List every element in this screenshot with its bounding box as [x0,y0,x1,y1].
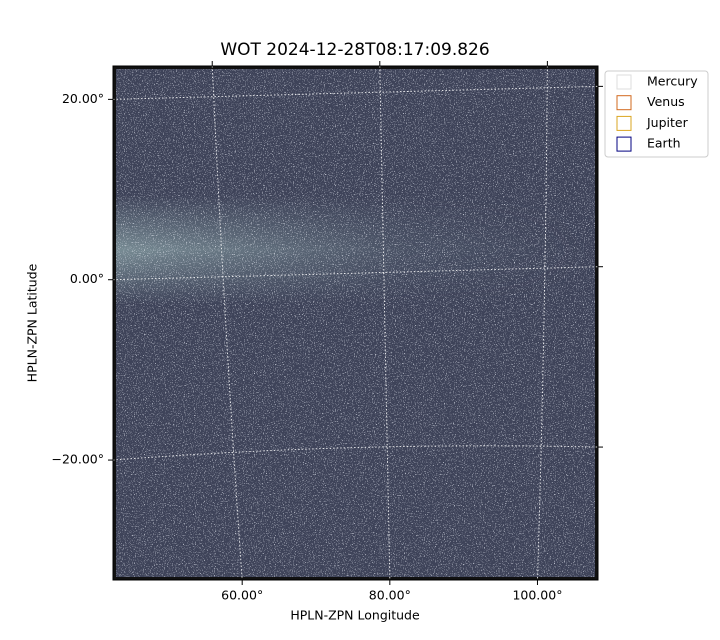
x-axis-label: HPLN-ZPN Longitude [290,608,420,623]
legend-label: Earth [647,136,681,151]
grid-line [211,65,243,581]
grid-line [536,65,548,581]
x-tick-label: 100.00° [512,588,562,603]
y-tick-label: 20.00° [62,91,104,106]
image [113,66,598,580]
chart-title: WOT 2024-12-28T08:17:09.826 [220,40,489,60]
legend-label: Jupiter [646,115,689,130]
legend-label: Venus [647,94,685,109]
image-noise [113,66,598,580]
y-tick-label: 0.00° [70,271,104,286]
y-tick-label: −20.00° [51,452,104,467]
grid-line [112,445,599,461]
x-tick-label: 60.00° [221,588,263,603]
x-tick-label: 80.00° [369,588,411,603]
legend-marker [616,115,632,131]
legend-marker [616,74,632,90]
grid [112,65,599,581]
grid-line [112,85,599,100]
legend-marker [616,95,632,111]
legend [604,70,709,158]
plot-frame [112,65,599,581]
y-axis-label: HPLN-ZPN Latitude [25,263,40,382]
legend-marker [616,136,632,152]
grid-line [112,266,599,281]
legend-entries: Mercury Venus Jupiter Earth [616,74,698,152]
legend-label: Mercury [647,74,698,89]
grid-line [379,65,391,581]
